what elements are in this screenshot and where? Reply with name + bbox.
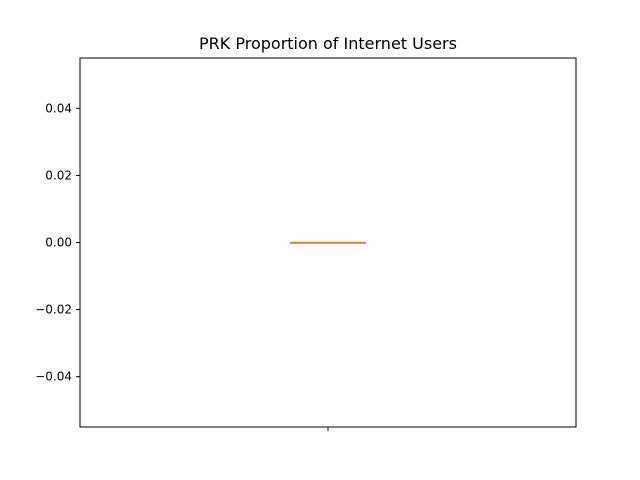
y-tick-label: −0.04 [35,370,72,384]
plot-area: 0.04 0.02 0.00 −0.02 −0.04 [35,57,577,431]
y-tick-label: 0.02 [45,168,72,182]
y-tick-label: 0.00 [45,236,72,250]
chart-title: PRK Proportion of Internet Users [199,34,457,53]
axes-frame [79,57,577,428]
y-tick-label: −0.02 [35,303,72,317]
y-tick-label: 0.04 [45,101,72,115]
